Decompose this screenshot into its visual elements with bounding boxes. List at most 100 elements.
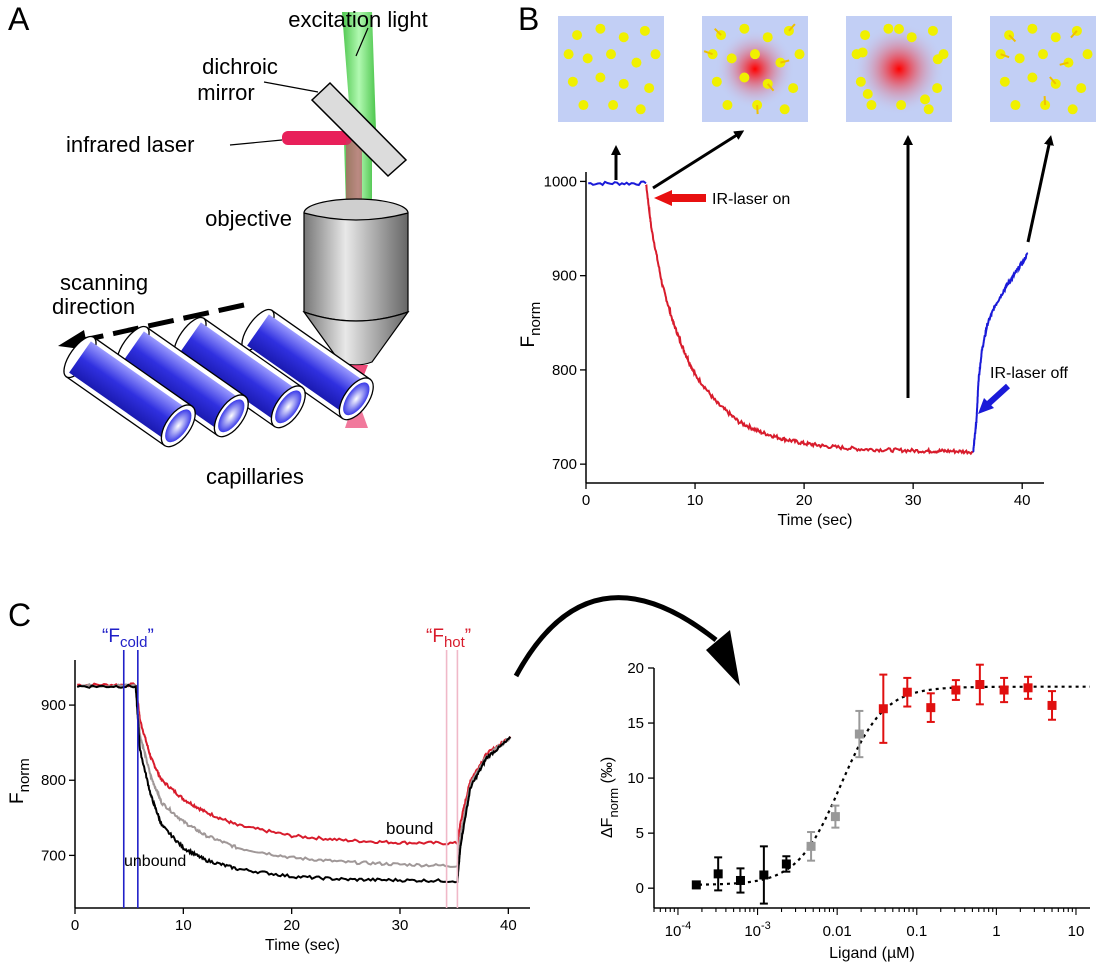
capillary-1: [241, 308, 374, 421]
chart-b: 0 10 20 30 40 700 800 900 1000 Time (sec) Fnorm: [518, 172, 1044, 529]
curved-transition-arrow: [513, 595, 718, 678]
y-axis-label: ΔFnorm (‰): [599, 757, 621, 838]
y-tick-label: 700: [552, 456, 577, 473]
particle-dot: [1014, 53, 1025, 64]
heat-spot: [853, 23, 945, 115]
particle-motion: [780, 59, 790, 64]
x-tick-label: 30: [905, 492, 922, 509]
particle-dot: [855, 76, 866, 87]
fit-curve: [692, 685, 1090, 886]
capillary-4: [63, 335, 196, 448]
chart-c: 0 10 20 30 40 700 800 900 Time (sec) Fnorm: [7, 650, 530, 954]
instrument-schematic: excitation light dichroic mirror infrare…: [52, 7, 428, 489]
x-axis-label: Time (sec): [778, 512, 853, 529]
x-tick-label: 0: [582, 492, 590, 509]
particle-dot: [739, 72, 750, 83]
particle-motion: [1049, 76, 1057, 85]
y-tick-label: 20: [627, 660, 644, 677]
particle-dot: [851, 49, 862, 60]
particle-dot: [722, 100, 733, 111]
particle-dot: [1050, 32, 1061, 43]
excitation-light-label: excitation light: [288, 7, 427, 32]
direction-label: direction: [52, 294, 135, 319]
y-tick-label: 10: [627, 770, 644, 787]
y-axis-label: Fnorm: [7, 758, 33, 804]
particle-dot: [894, 24, 904, 34]
inset-arrow-2: [652, 130, 745, 190]
particle-motion: [714, 28, 722, 36]
particle-dot: [726, 53, 737, 64]
dichroic-leader: [263, 81, 319, 93]
f-cold-label: “Fcold”: [102, 626, 154, 651]
inset-arrow-4: [1026, 135, 1054, 243]
data-point: [691, 880, 701, 890]
particle-dot: [618, 32, 629, 43]
excitation-leader: [355, 27, 369, 57]
dichroic-mirror-shape: [310, 81, 408, 178]
particle-dot: [595, 72, 606, 83]
x-tick-label: 0.1: [906, 923, 927, 940]
particle-dot: [572, 30, 583, 41]
data-point: [854, 729, 864, 739]
series-line-3: [972, 252, 1029, 453]
particle-dot: [932, 83, 943, 94]
particle-dot: [618, 78, 629, 89]
particle-motion: [756, 104, 759, 115]
data-point: [735, 875, 745, 885]
particle-dot: [938, 49, 949, 60]
ir-on-arrowhead: [654, 190, 672, 206]
particle-dot: [631, 57, 642, 68]
series-line-1: [77, 682, 512, 846]
particle-dot: [1076, 83, 1087, 94]
capillary-tubes: [63, 308, 374, 448]
particle-motion: [788, 23, 796, 32]
x-axis-label: Ligand (µM): [829, 945, 915, 962]
particle-dot: [927, 25, 938, 36]
data-point: [878, 704, 888, 714]
ir-on-arrow-shaft: [670, 194, 706, 202]
series-line-2: [645, 184, 974, 456]
particle-dot: [739, 23, 750, 34]
data-point: [1023, 683, 1033, 693]
x-tick-label: 10: [1068, 923, 1085, 940]
particle-dot: [1082, 49, 1093, 60]
series-line-1: [588, 180, 647, 187]
panel-label-a: A: [8, 1, 30, 37]
particle-dot: [1027, 72, 1038, 83]
x-tick-label: 40: [500, 917, 517, 934]
y-tick-label: 900: [552, 268, 577, 285]
x-tick-label: 0: [71, 917, 79, 934]
panel-label-b: B: [518, 1, 539, 37]
chart-c-annotations: “Fcold” “Fhot” bound unbound: [102, 595, 740, 870]
particle-dot: [606, 49, 616, 60]
x-tick-label: 1: [992, 923, 1000, 940]
data-point: [830, 812, 840, 822]
panel-label-c: C: [8, 597, 31, 633]
x-tick-label: 0.01: [823, 923, 852, 940]
data-point: [1047, 700, 1057, 710]
data-point: [902, 687, 912, 697]
inset-1: [558, 16, 664, 122]
particle-dot: [788, 83, 799, 94]
temperature-insets: [558, 16, 1096, 122]
particle-motion: [1008, 34, 1017, 43]
x-tick-label: 10: [175, 917, 192, 934]
particle-dot: [923, 104, 934, 115]
ir-laser-on-label: IR-laser on: [712, 191, 790, 208]
data-point: [806, 841, 816, 851]
scanning-label: scanning: [60, 270, 148, 295]
chart-b-annotations: IR-laser on IR-laser off: [611, 130, 1069, 414]
particle-dot: [563, 49, 574, 60]
x-axis-label: Time (sec): [265, 937, 340, 954]
infrared-leader: [229, 139, 283, 146]
data-point: [713, 869, 723, 879]
particle-dot: [639, 25, 650, 36]
particle-dot: [862, 88, 873, 99]
particle-dot: [883, 23, 894, 34]
y-tick-label: 1000: [544, 173, 577, 190]
particle-motion: [1059, 61, 1069, 66]
y-tick-label: 700: [41, 847, 66, 864]
f-hot-label: “Fhot”: [426, 626, 471, 651]
data-point: [781, 859, 791, 869]
